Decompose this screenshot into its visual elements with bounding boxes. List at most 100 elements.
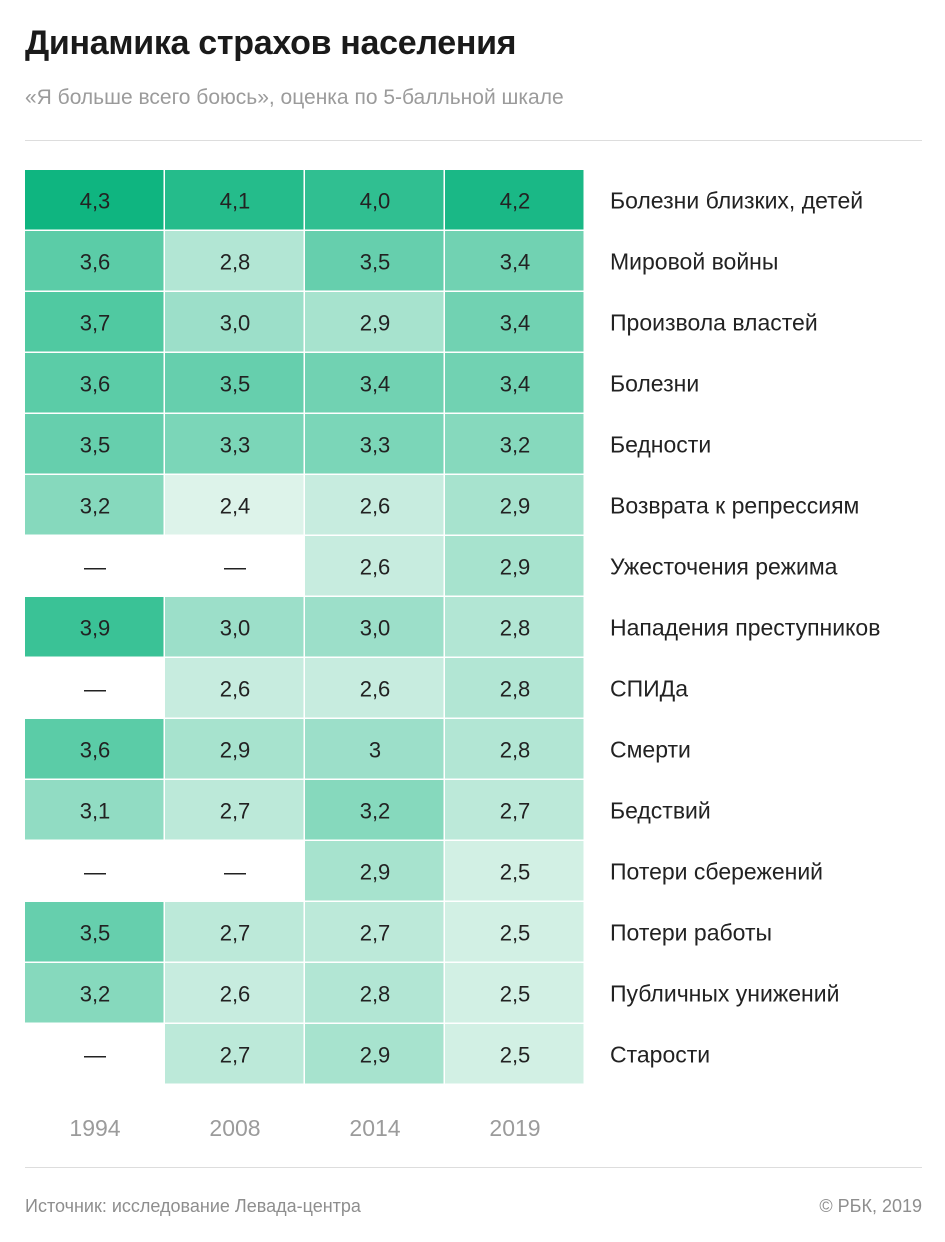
cell-value-label: 4,1 — [220, 189, 251, 214]
heatmap-cell — [165, 963, 304, 1023]
heatmap-cell — [305, 536, 444, 596]
bottom-divider — [25, 1167, 922, 1168]
cell-value-label: — — [84, 1043, 106, 1068]
heatmap-cell — [445, 902, 584, 962]
cell-value-label: — — [224, 555, 246, 580]
heatmap-cell — [165, 231, 304, 291]
heatmap-cell — [445, 780, 584, 840]
cell-value-label: 2,9 — [360, 311, 391, 336]
cell-value-label: 2,9 — [360, 860, 391, 885]
cell-value-label: 2,9 — [500, 494, 531, 519]
cell-value-label: 2,9 — [220, 738, 251, 763]
cell-value-label: 4,3 — [80, 189, 111, 214]
cell-value-label: 2,6 — [360, 555, 391, 580]
cell-value-label: 2,8 — [500, 738, 531, 763]
heatmap-cell — [25, 475, 164, 535]
x-tick-label: 2014 — [349, 1115, 400, 1141]
heatmap-cell — [445, 353, 584, 413]
heatmap-cell — [25, 902, 164, 962]
top-divider — [25, 140, 922, 141]
heatmap-cell — [165, 475, 304, 535]
cell-value-label: 3,6 — [80, 250, 111, 275]
chart-title: Динамика страхов населения — [25, 24, 517, 62]
cell-value-label: 2,6 — [360, 494, 391, 519]
cell-value-label: — — [84, 677, 106, 702]
cell-value-label: 3,6 — [80, 738, 111, 763]
row-label: Произвола властей — [610, 310, 818, 336]
heatmap-cell — [165, 597, 304, 657]
heatmap-cell — [165, 780, 304, 840]
heatmap-cell — [445, 231, 584, 291]
cell-value-label: 2,7 — [220, 1043, 251, 1068]
source-note: Источник: исследование Левада-центра — [25, 1196, 361, 1216]
cell-value-label: 2,5 — [500, 860, 531, 885]
heatmap-cell — [445, 719, 584, 779]
heatmap-cell — [305, 353, 444, 413]
cell-value-label: 2,6 — [360, 677, 391, 702]
row-label: Смерти — [610, 737, 691, 763]
heatmap-cell — [25, 597, 164, 657]
cell-value-label: 3,5 — [80, 433, 111, 458]
row-label: Болезни — [610, 371, 699, 397]
heatmap-cell — [305, 292, 444, 352]
cell-value-label: 4,0 — [360, 189, 391, 214]
cell-value-label: 2,4 — [220, 494, 251, 519]
heatmap-cell — [305, 231, 444, 291]
row-label: Болезни близких, детей — [610, 188, 863, 214]
row-label: Мировой войны — [610, 249, 778, 275]
cell-value-label: 2,8 — [220, 250, 251, 275]
heatmap-cell — [445, 414, 584, 474]
heatmap-cell — [445, 597, 584, 657]
heatmap-cell — [305, 414, 444, 474]
heatmap-cell — [445, 536, 584, 596]
heatmap-cell — [165, 719, 304, 779]
heatmap-cell — [165, 292, 304, 352]
cell-value-label: 3,7 — [80, 311, 111, 336]
cell-value-label: 3,4 — [500, 311, 531, 336]
row-label: Возврата к репрессиям — [610, 493, 859, 519]
cell-value-label: 3,2 — [80, 982, 111, 1007]
heatmap-cell — [445, 292, 584, 352]
cell-value-label: 2,8 — [360, 982, 391, 1007]
cell-value-label: 2,5 — [500, 1043, 531, 1068]
heatmap-cell — [305, 780, 444, 840]
heatmap-cell — [305, 1024, 444, 1084]
heatmap-cell — [25, 231, 164, 291]
cell-value-label: 3,5 — [80, 921, 111, 946]
x-tick-label: 1994 — [69, 1115, 120, 1141]
x-tick-label: 2019 — [489, 1115, 540, 1141]
heatmap-cell — [165, 658, 304, 718]
heatmap-cell — [25, 963, 164, 1023]
row-label: Публичных унижений — [610, 981, 839, 1007]
heatmap-cell — [25, 353, 164, 413]
row-label: Потери работы — [610, 920, 772, 946]
cell-value-label: — — [84, 860, 106, 885]
x-tick-label: 2008 — [209, 1115, 260, 1141]
cell-value-label: — — [84, 555, 106, 580]
copyright-note: © РБК, 2019 — [819, 1196, 922, 1216]
cell-value-label: 3,2 — [500, 433, 531, 458]
heatmap-cell — [445, 1024, 584, 1084]
heatmap-cell — [445, 841, 584, 901]
cell-value-label: 3,5 — [360, 250, 391, 275]
cell-value-label: — — [224, 860, 246, 885]
cell-value-label: 2,6 — [220, 982, 251, 1007]
cell-value-label: 2,7 — [500, 799, 531, 824]
cell-value-label: 3 — [369, 738, 381, 763]
heatmap-cell — [305, 841, 444, 901]
heatmap-cell — [165, 902, 304, 962]
heatmap-cell — [165, 353, 304, 413]
cell-value-label: 2,8 — [500, 677, 531, 702]
cell-value-label: 3,3 — [220, 433, 251, 458]
heatmap-cell — [25, 719, 164, 779]
heatmap-cell — [25, 414, 164, 474]
heatmap-cell — [445, 658, 584, 718]
row-label: Ужесточения режима — [610, 554, 838, 580]
cell-value-label: 3,2 — [80, 494, 111, 519]
heatmap-cell — [25, 780, 164, 840]
heatmap-cell — [445, 475, 584, 535]
heatmap-cell — [165, 170, 304, 230]
heatmap-cell — [25, 170, 164, 230]
heatmap-cell — [305, 597, 444, 657]
cell-value-label: 2,7 — [220, 799, 251, 824]
